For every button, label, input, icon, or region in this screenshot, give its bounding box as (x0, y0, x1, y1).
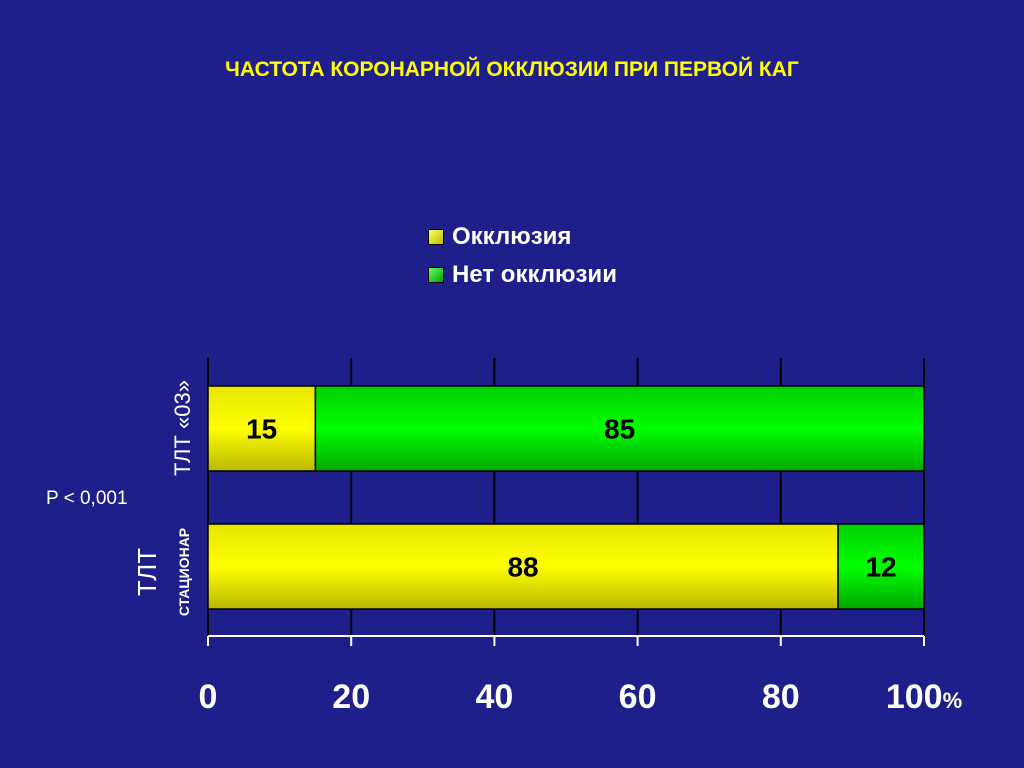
category-sublabel: СТАЦИОНАР (176, 528, 192, 616)
x-tick-label: 0 (199, 678, 218, 716)
x-tick-label: 100% (886, 678, 962, 716)
category-label: ТЛТ «03» (170, 380, 195, 476)
legend: Окклюзия Нет окклюзии (428, 218, 617, 294)
x-tick-label: 80 (762, 678, 800, 716)
legend-label-occlusion: Окклюзия (452, 223, 572, 250)
chart-title: ЧАСТОТА КОРОНАРНОЙ ОККЛЮЗИИ ПРИ ПЕРВОЙ К… (225, 58, 799, 81)
p-value: P < 0,001 (46, 488, 128, 509)
x-tick-label: 40 (475, 678, 513, 716)
legend-item-no-occlusion: Нет окклюзии (428, 256, 617, 294)
data-label: 88 (507, 552, 538, 583)
data-label: 15 (246, 414, 277, 445)
legend-item-occlusion: Окклюзия (428, 218, 617, 256)
bar-segment (837, 523, 925, 610)
bar-segment (207, 385, 317, 472)
x-tick-label: 20 (332, 678, 370, 716)
bar-segment (314, 385, 925, 472)
legend-swatch-no-occlusion (428, 267, 444, 283)
category-label: ТЛТ (132, 548, 162, 596)
x-tick-label: 60 (619, 678, 657, 716)
legend-swatch-occlusion (428, 229, 444, 245)
legend-label-no-occlusion: Нет окклюзии (452, 261, 617, 288)
data-label: 12 (865, 552, 896, 583)
data-label: 85 (604, 414, 635, 445)
